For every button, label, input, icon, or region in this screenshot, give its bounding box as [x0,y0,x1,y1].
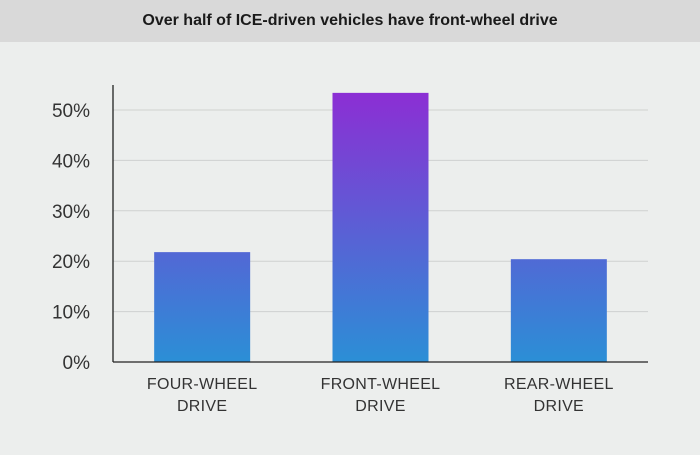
bar [510,259,607,362]
bars [154,92,607,362]
y-tick-label: 50% [52,101,90,122]
bar [154,252,251,362]
x-category-label: DRIVE [355,398,405,415]
y-axis-tick-labels: 0% 10% 20% 30% 40% 50% [52,101,90,374]
x-axis-category-labels: FOUR-WHEEL DRIVE FRONT-WHEEL DRIVE REAR-WHEE… [147,376,614,415]
y-tick-label: 30% [52,202,90,223]
x-category-label: REAR-WHEEL [504,376,614,393]
chart-title: Over half of ICE-driven vehicles have fr… [142,12,558,29]
y-tick-label: 40% [52,151,90,172]
x-category-label: DRIVE [534,398,584,415]
x-category-label: FRONT-WHEEL [321,376,441,393]
x-category-label: FOUR-WHEEL [147,376,258,393]
title-bar: Over half of ICE-driven vehicles have fr… [0,0,700,42]
y-tick-label: 0% [63,353,91,374]
y-tick-label: 20% [52,252,90,273]
x-category-label: DRIVE [177,398,227,415]
bar [332,92,429,362]
y-tick-label: 10% [52,303,90,324]
